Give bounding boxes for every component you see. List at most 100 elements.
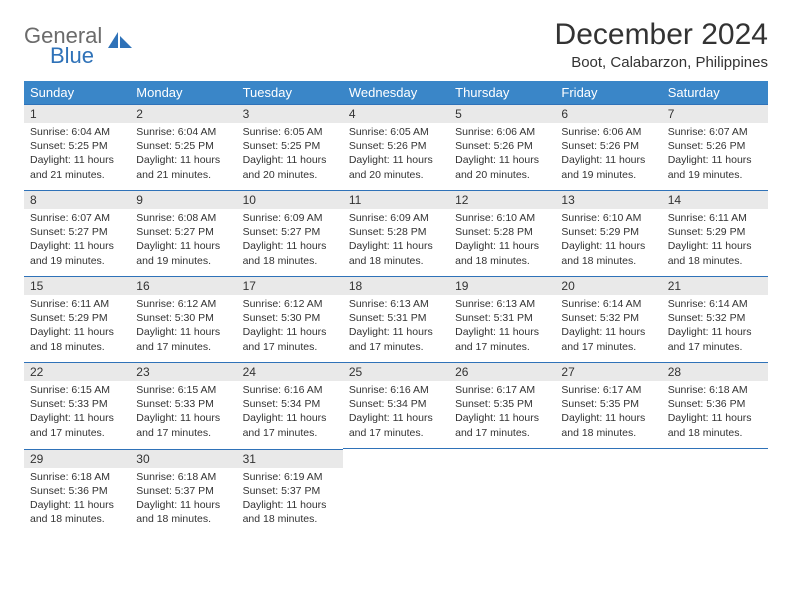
sunrise-line: Sunrise: 6:11 AM bbox=[30, 297, 124, 311]
calendar-body: 1Sunrise: 6:04 AMSunset: 5:25 PMDaylight… bbox=[24, 104, 768, 535]
day-number: 22 bbox=[24, 362, 130, 381]
sunset-line: Sunset: 5:34 PM bbox=[243, 397, 337, 411]
day-details: Sunrise: 6:13 AMSunset: 5:31 PMDaylight:… bbox=[343, 295, 449, 358]
day-number: 14 bbox=[662, 190, 768, 209]
calendar-day-cell: 30Sunrise: 6:18 AMSunset: 5:37 PMDayligh… bbox=[130, 449, 236, 536]
day-details: Sunrise: 6:11 AMSunset: 5:29 PMDaylight:… bbox=[662, 209, 768, 272]
sunset-line: Sunset: 5:37 PM bbox=[243, 484, 337, 498]
day-number: 15 bbox=[24, 276, 130, 295]
day-details: Sunrise: 6:06 AMSunset: 5:26 PMDaylight:… bbox=[555, 123, 661, 186]
day-details: Sunrise: 6:05 AMSunset: 5:25 PMDaylight:… bbox=[237, 123, 343, 186]
calendar-week-row: 8Sunrise: 6:07 AMSunset: 5:27 PMDaylight… bbox=[24, 190, 768, 276]
sunset-line: Sunset: 5:27 PM bbox=[30, 225, 124, 239]
sunrise-line: Sunrise: 6:18 AM bbox=[136, 470, 230, 484]
sunset-line: Sunset: 5:28 PM bbox=[455, 225, 549, 239]
day-number: 4 bbox=[343, 104, 449, 123]
day-details: Sunrise: 6:10 AMSunset: 5:29 PMDaylight:… bbox=[555, 209, 661, 272]
daylight-line: Daylight: 11 hours and 18 minutes. bbox=[668, 411, 762, 439]
day-number: 28 bbox=[662, 362, 768, 381]
calendar-day-cell: 13Sunrise: 6:10 AMSunset: 5:29 PMDayligh… bbox=[555, 190, 661, 276]
daylight-line: Daylight: 11 hours and 18 minutes. bbox=[243, 498, 337, 526]
calendar-day-cell: 2Sunrise: 6:04 AMSunset: 5:25 PMDaylight… bbox=[130, 104, 236, 190]
calendar-day-cell bbox=[343, 449, 449, 536]
daylight-line: Daylight: 11 hours and 19 minutes. bbox=[668, 153, 762, 181]
daylight-line: Daylight: 11 hours and 18 minutes. bbox=[561, 239, 655, 267]
sunset-line: Sunset: 5:29 PM bbox=[30, 311, 124, 325]
calendar-day-cell: 23Sunrise: 6:15 AMSunset: 5:33 PMDayligh… bbox=[130, 362, 236, 449]
day-details: Sunrise: 6:08 AMSunset: 5:27 PMDaylight:… bbox=[130, 209, 236, 272]
calendar-day-cell: 9Sunrise: 6:08 AMSunset: 5:27 PMDaylight… bbox=[130, 190, 236, 276]
sunrise-line: Sunrise: 6:06 AM bbox=[561, 125, 655, 139]
day-details: Sunrise: 6:09 AMSunset: 5:27 PMDaylight:… bbox=[237, 209, 343, 272]
month-title: December 2024 bbox=[555, 18, 768, 52]
calendar-day-cell: 29Sunrise: 6:18 AMSunset: 5:36 PMDayligh… bbox=[24, 449, 130, 536]
day-number: 10 bbox=[237, 190, 343, 209]
calendar-day-cell: 4Sunrise: 6:05 AMSunset: 5:26 PMDaylight… bbox=[343, 104, 449, 190]
sunrise-line: Sunrise: 6:12 AM bbox=[243, 297, 337, 311]
day-details: Sunrise: 6:14 AMSunset: 5:32 PMDaylight:… bbox=[662, 295, 768, 358]
daylight-line: Daylight: 11 hours and 17 minutes. bbox=[349, 325, 443, 353]
day-number: 9 bbox=[130, 190, 236, 209]
day-details: Sunrise: 6:16 AMSunset: 5:34 PMDaylight:… bbox=[343, 381, 449, 444]
daylight-line: Daylight: 11 hours and 19 minutes. bbox=[561, 153, 655, 181]
sunrise-line: Sunrise: 6:06 AM bbox=[455, 125, 549, 139]
sunrise-line: Sunrise: 6:10 AM bbox=[561, 211, 655, 225]
day-number: 21 bbox=[662, 276, 768, 295]
brand-sail-icon bbox=[106, 30, 134, 57]
calendar-day-cell: 7Sunrise: 6:07 AMSunset: 5:26 PMDaylight… bbox=[662, 104, 768, 190]
daylight-line: Daylight: 11 hours and 19 minutes. bbox=[30, 239, 124, 267]
sunrise-line: Sunrise: 6:15 AM bbox=[136, 383, 230, 397]
day-details: Sunrise: 6:07 AMSunset: 5:27 PMDaylight:… bbox=[24, 209, 130, 272]
day-number: 12 bbox=[449, 190, 555, 209]
calendar-day-cell: 12Sunrise: 6:10 AMSunset: 5:28 PMDayligh… bbox=[449, 190, 555, 276]
weekday-header: Thursday bbox=[449, 81, 555, 104]
weekday-header: Friday bbox=[555, 81, 661, 104]
sunset-line: Sunset: 5:32 PM bbox=[668, 311, 762, 325]
calendar-day-cell: 5Sunrise: 6:06 AMSunset: 5:26 PMDaylight… bbox=[449, 104, 555, 190]
daylight-line: Daylight: 11 hours and 17 minutes. bbox=[455, 411, 549, 439]
sunset-line: Sunset: 5:26 PM bbox=[561, 139, 655, 153]
weekday-header: Tuesday bbox=[237, 81, 343, 104]
sunrise-line: Sunrise: 6:07 AM bbox=[30, 211, 124, 225]
sunrise-line: Sunrise: 6:14 AM bbox=[668, 297, 762, 311]
sunset-line: Sunset: 5:27 PM bbox=[243, 225, 337, 239]
weekday-header-row: Sunday Monday Tuesday Wednesday Thursday… bbox=[24, 81, 768, 104]
daylight-line: Daylight: 11 hours and 21 minutes. bbox=[30, 153, 124, 181]
daylight-line: Daylight: 11 hours and 20 minutes. bbox=[349, 153, 443, 181]
day-details: Sunrise: 6:15 AMSunset: 5:33 PMDaylight:… bbox=[130, 381, 236, 444]
calendar-week-row: 29Sunrise: 6:18 AMSunset: 5:36 PMDayligh… bbox=[24, 449, 768, 536]
sunrise-line: Sunrise: 6:18 AM bbox=[668, 383, 762, 397]
daylight-line: Daylight: 11 hours and 18 minutes. bbox=[668, 239, 762, 267]
day-number: 17 bbox=[237, 276, 343, 295]
sunset-line: Sunset: 5:25 PM bbox=[136, 139, 230, 153]
daylight-line: Daylight: 11 hours and 21 minutes. bbox=[136, 153, 230, 181]
day-number: 7 bbox=[662, 104, 768, 123]
sunset-line: Sunset: 5:36 PM bbox=[668, 397, 762, 411]
daylight-line: Daylight: 11 hours and 17 minutes. bbox=[561, 325, 655, 353]
sunrise-line: Sunrise: 6:15 AM bbox=[30, 383, 124, 397]
daylight-line: Daylight: 11 hours and 17 minutes. bbox=[136, 325, 230, 353]
sunset-line: Sunset: 5:33 PM bbox=[30, 397, 124, 411]
calendar-day-cell: 31Sunrise: 6:19 AMSunset: 5:37 PMDayligh… bbox=[237, 449, 343, 536]
location-text: Boot, Calabarzon, Philippines bbox=[555, 54, 768, 71]
calendar-week-row: 15 Sunrise: 6:11 AMSunset: 5:29 PM Dayligh… bbox=[24, 276, 768, 362]
day-details: Sunrise: 6:13 AMSunset: 5:31 PMDaylight:… bbox=[449, 295, 555, 358]
day-number: 29 bbox=[24, 449, 130, 468]
sunrise-line: Sunrise: 6:09 AM bbox=[243, 211, 337, 225]
day-number: 1 bbox=[24, 104, 130, 123]
daylight-line: Daylight: 11 hours and 19 minutes. bbox=[136, 239, 230, 267]
day-details: Sunrise: 6:18 AMSunset: 5:37 PMDaylight:… bbox=[130, 468, 236, 531]
calendar-day-cell: 19Sunrise: 6:13 AMSunset: 5:31 PMDayligh… bbox=[449, 276, 555, 362]
daylight-line: Daylight: 11 hours and 18 minutes. bbox=[455, 239, 549, 267]
day-details: Sunrise: 6:05 AMSunset: 5:26 PMDaylight:… bbox=[343, 123, 449, 186]
daylight-line: Daylight: 11 hours and 20 minutes. bbox=[243, 153, 337, 181]
day-number: 30 bbox=[130, 449, 236, 468]
sunset-line: Sunset: 5:37 PM bbox=[136, 484, 230, 498]
calendar-week-row: 1Sunrise: 6:04 AMSunset: 5:25 PMDaylight… bbox=[24, 104, 768, 190]
weekday-header: Monday bbox=[130, 81, 236, 104]
calendar-page: General Blue December 2024 Boot, Calabar… bbox=[0, 0, 792, 535]
day-number: 11 bbox=[343, 190, 449, 209]
day-number: 2 bbox=[130, 104, 236, 123]
daylight-line: Daylight: 11 hours and 18 minutes. bbox=[561, 411, 655, 439]
sunrise-line: Sunrise: 6:08 AM bbox=[136, 211, 230, 225]
